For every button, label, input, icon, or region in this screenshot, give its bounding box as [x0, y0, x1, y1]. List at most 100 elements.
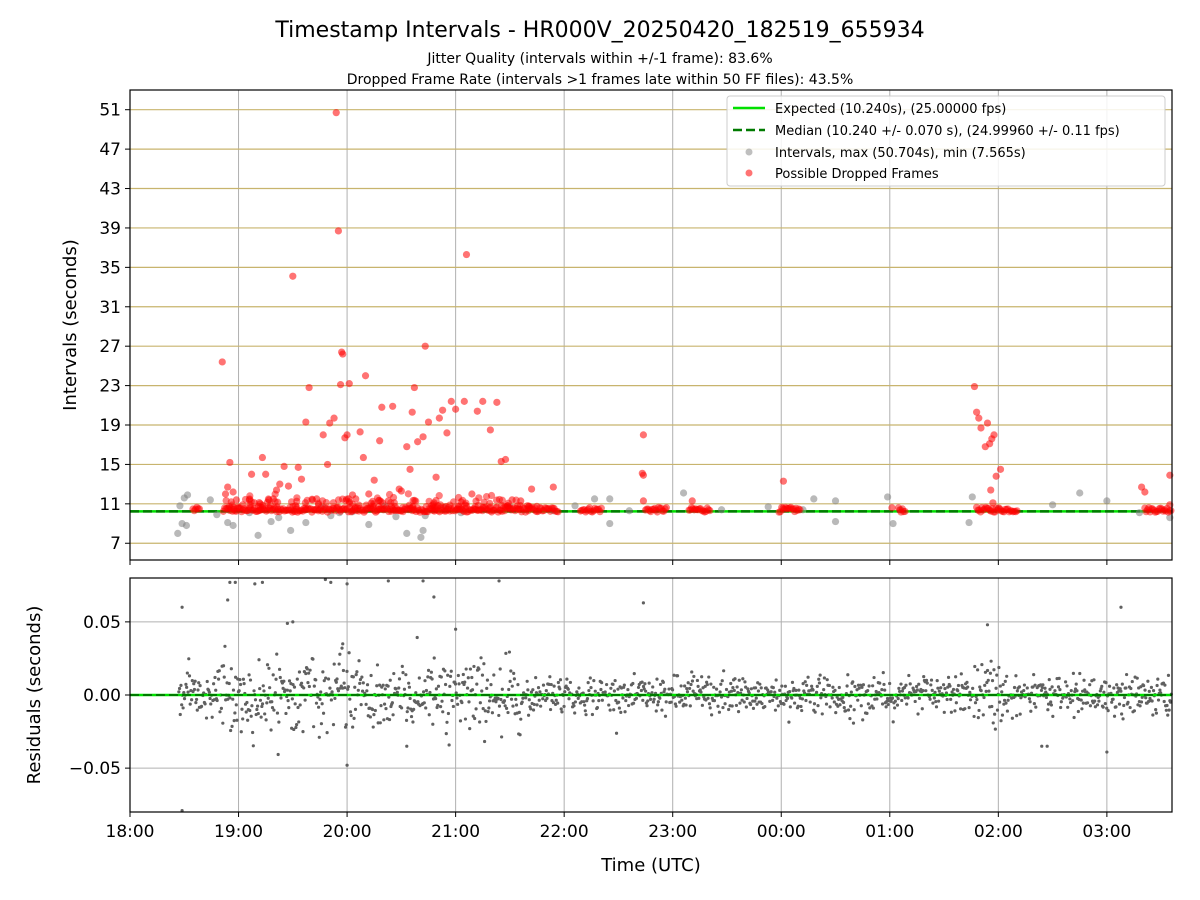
residual-point: [849, 690, 853, 694]
residual-point: [684, 703, 688, 707]
residual-point: [986, 678, 990, 682]
residual-point: [646, 699, 650, 703]
residual-point: [988, 671, 992, 675]
residual-point: [1014, 674, 1018, 678]
residual-point: [375, 684, 379, 688]
x-tick-label: 18:00: [106, 822, 155, 842]
residual-point: [866, 702, 870, 706]
residual-point: [544, 689, 548, 693]
residual-point: [387, 717, 392, 722]
residual-point: [871, 684, 875, 688]
residual-point: [473, 716, 477, 721]
residual-point: [801, 682, 805, 686]
residual-point: [1162, 699, 1166, 704]
residual-point: [788, 690, 792, 694]
residual-point: [1025, 686, 1029, 690]
residual-point: [381, 683, 385, 687]
residual-point: [1150, 699, 1154, 703]
residual-point: [623, 710, 627, 714]
residual-point: [516, 683, 520, 687]
residual-point: [1105, 750, 1109, 754]
residual-point: [641, 601, 646, 605]
dropped-frame-point: [468, 490, 476, 498]
residual-point: [1104, 680, 1108, 685]
dropped-frame-point: [323, 460, 332, 469]
residual-point: [307, 684, 311, 689]
dropped-frame-point: [408, 503, 417, 511]
residual-point: [426, 675, 430, 679]
residual-point: [348, 710, 353, 714]
residual-point: [1166, 713, 1170, 717]
residual-point: [436, 703, 440, 707]
dropped-frame-point: [508, 496, 516, 504]
residual-point: [221, 664, 226, 668]
residual-point: [816, 704, 820, 708]
residual-point: [1115, 683, 1119, 687]
dropped-frame-point: [247, 470, 256, 478]
interval-point: [606, 519, 614, 528]
residual-point: [566, 687, 570, 691]
residual-point: [541, 697, 545, 701]
residual-point: [185, 685, 189, 689]
residual-point: [832, 700, 836, 704]
residual-point: [983, 670, 988, 674]
residual-point: [904, 683, 908, 687]
x-tick-label: 23:00: [648, 822, 697, 842]
residual-point: [180, 808, 184, 813]
legend: Expected (10.240s), (25.00000 fps) Media…: [726, 95, 1166, 187]
residual-point: [616, 687, 620, 691]
residual-point: [1056, 685, 1061, 689]
dropped-frame-point: [276, 480, 284, 488]
residual-point: [949, 697, 953, 701]
dropped-frame-point: [435, 414, 443, 422]
residual-point: [485, 686, 489, 691]
residual-point: [796, 704, 800, 708]
interval-point: [625, 507, 633, 515]
dropped-frame-point: [385, 490, 394, 499]
residual-point: [490, 711, 494, 715]
residual-point: [535, 703, 539, 707]
residual-point: [800, 708, 804, 713]
residual-point: [753, 686, 758, 690]
residual-point: [810, 684, 814, 688]
dropped-frame-point: [987, 486, 995, 494]
dropped-frame-point: [319, 431, 327, 439]
residual-point: [498, 667, 502, 671]
residual-point: [463, 680, 467, 684]
residual-point: [431, 722, 435, 726]
residual-point: [913, 699, 917, 704]
residual-point: [1093, 699, 1097, 703]
residual-point: [1147, 689, 1151, 693]
residual-point: [997, 665, 1001, 670]
residual-point: [275, 711, 280, 715]
residual-point: [828, 705, 832, 709]
residual-point: [915, 684, 919, 689]
residual-point: [532, 702, 536, 707]
residual-point: [451, 704, 455, 709]
residual-point: [262, 689, 266, 693]
residual-point: [972, 714, 976, 719]
dropped-frame-point: [492, 496, 501, 504]
residual-point: [771, 685, 775, 690]
residual-point: [335, 677, 339, 681]
residual-point: [577, 686, 581, 690]
residual-point: [1017, 685, 1022, 689]
residual-point: [609, 686, 613, 690]
residual-point: [585, 696, 590, 701]
residual-point: [778, 688, 782, 692]
dropped-frame-point: [302, 418, 310, 426]
residual-point: [634, 696, 639, 700]
residual-point: [1046, 708, 1050, 712]
residual-point: [394, 687, 398, 691]
residual-point: [470, 688, 475, 692]
residual-point: [196, 688, 200, 692]
residual-point: [1068, 697, 1072, 701]
residual-point: [651, 700, 656, 704]
residual-point: [288, 689, 292, 693]
dropped-frame-point: [549, 483, 557, 491]
residual-point: [213, 675, 217, 680]
residual-point: [527, 698, 531, 702]
interval-point: [365, 520, 373, 529]
residual-point: [1031, 685, 1035, 689]
residual-point: [1120, 682, 1124, 686]
